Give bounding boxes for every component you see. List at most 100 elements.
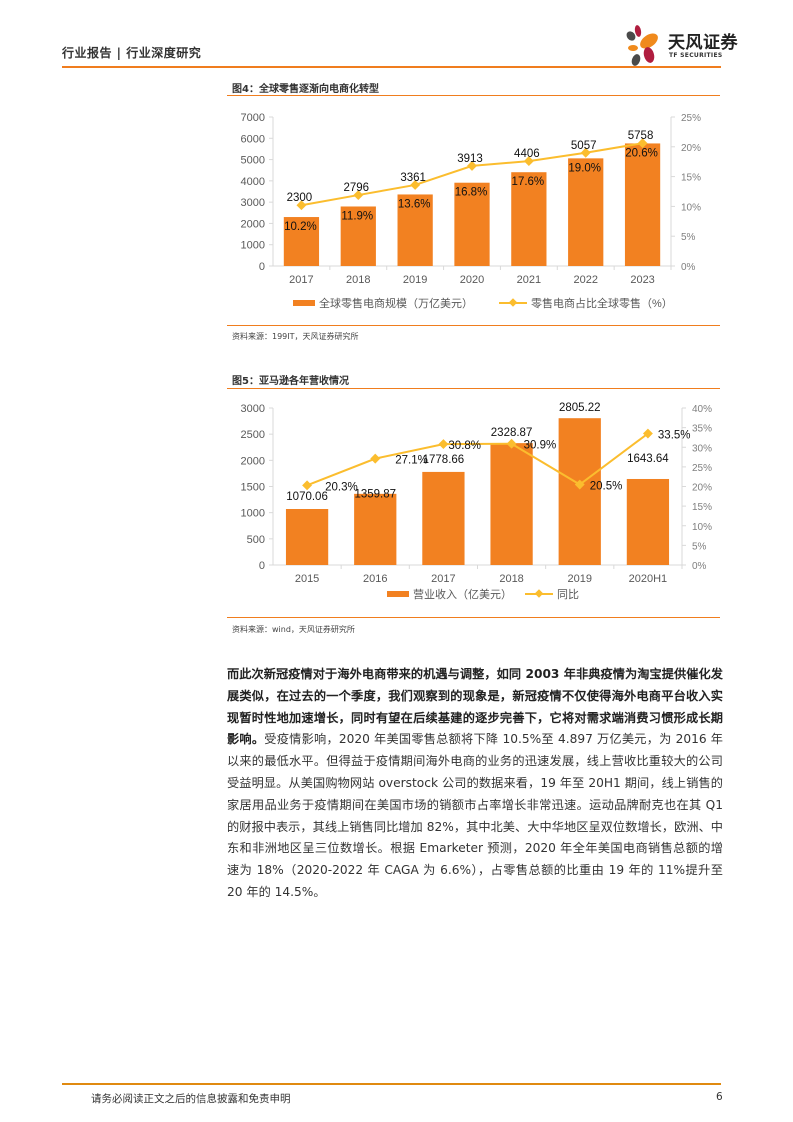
x-tick-label: 2017 <box>431 573 455 585</box>
line-value-label: 30.8% <box>448 440 481 452</box>
header-rule <box>62 66 721 68</box>
legend-line-label: 同比 <box>557 588 579 601</box>
line-value-label: 33.5% <box>658 430 691 442</box>
bar-value-label: 5758 <box>628 130 654 142</box>
line-marker <box>370 453 381 464</box>
figure5-title-rule <box>227 388 720 389</box>
line-value-label: 11.9% <box>341 210 373 222</box>
bar-value-label: 2796 <box>343 182 369 194</box>
line-value-label: 20.5% <box>590 481 623 493</box>
bar <box>285 509 329 565</box>
bar <box>568 158 604 266</box>
line-marker <box>302 480 313 491</box>
right-tick-label: 5% <box>692 541 707 552</box>
line-value-label: 10.2% <box>284 221 317 233</box>
line-marker <box>353 190 364 201</box>
bar-value-label: 1778.66 <box>423 454 465 466</box>
bar-value-label: 2805.22 <box>559 402 601 414</box>
left-tick-label: 3000 <box>241 197 265 209</box>
line-value-label: 30.9% <box>524 440 557 452</box>
x-tick-label: 2019 <box>568 573 592 585</box>
legend-line-label: 零售电商占比全球零售（%） <box>531 296 673 310</box>
line-value-label: 27.1% <box>395 455 428 467</box>
left-tick-label: 2500 <box>241 429 265 441</box>
right-tick-label: 5% <box>681 232 696 243</box>
left-tick-label: 1000 <box>241 508 265 520</box>
figure4-title-rule <box>227 95 720 96</box>
figure4-chart: 0 1000 2000 3000 4000 5000 6000 7000 0% 5% 10% 15% 2… <box>227 100 720 325</box>
x-tick-label: 2023 <box>630 274 654 286</box>
bar <box>490 443 533 565</box>
line-marker <box>296 200 307 211</box>
right-tick-label: 10% <box>692 522 712 533</box>
logo-english-name: TF SECURITIES <box>669 52 723 59</box>
x-tick-label: 2020H1 <box>629 573 668 585</box>
bar-value-label: 2300 <box>287 192 313 204</box>
line-series <box>306 432 649 487</box>
right-tick-label: 20% <box>681 143 701 154</box>
figure4-source-rule <box>227 325 720 326</box>
right-tick-label: 25% <box>681 113 701 124</box>
line-marker <box>580 147 591 158</box>
bar-value-label: 5057 <box>571 140 597 152</box>
left-tick-label: 2000 <box>241 218 265 230</box>
left-tick-label: 1000 <box>241 240 265 252</box>
line-value-label: 20.3% <box>325 481 358 493</box>
bar <box>558 418 601 565</box>
right-tick-label: 35% <box>692 424 712 435</box>
bar-value-label: 3361 <box>400 172 426 184</box>
bar <box>354 493 397 565</box>
line-marker <box>438 439 449 450</box>
right-tick-label: 40% <box>692 404 712 415</box>
figure4-title: 图4：全球零售逐渐向电商化转型 <box>232 84 379 95</box>
x-tick-label: 2019 <box>403 274 427 286</box>
figure5-chart: 0 500 1000 1500 2000 2500 3000 0% 5% 10% 15% 20% 25%… <box>227 393 720 615</box>
bar-value-label: 1070.06 <box>286 491 328 503</box>
left-tick-label: 7000 <box>241 112 265 124</box>
right-tick-label: 20% <box>692 483 712 494</box>
footer-rule <box>62 1083 721 1085</box>
legend-bar-swatch-icon <box>387 591 409 597</box>
body-bold-lead: 而此次新冠疫情对于海外电商带来的机遇与调整，如同 2003 年非典疫情为淘宝提供… <box>227 667 723 747</box>
right-tick-label: 0% <box>692 561 707 572</box>
left-tick-label: 6000 <box>241 133 265 145</box>
left-tick-label: 5000 <box>241 155 265 167</box>
bar <box>454 182 490 266</box>
line-value-label: 20.6% <box>625 147 658 159</box>
bar-value-label: 4406 <box>514 148 540 160</box>
x-tick-label: 2016 <box>363 573 387 585</box>
left-tick-label: 2000 <box>241 455 265 467</box>
right-tick-label: 0% <box>681 262 696 273</box>
right-tick-label: 30% <box>692 443 712 454</box>
bar <box>283 217 320 266</box>
legend-bar-label: 营业收入（亿美元） <box>413 587 512 601</box>
page-number: 6 <box>716 1091 723 1103</box>
line-value-label: 16.8% <box>455 187 488 199</box>
left-tick-label: 1500 <box>241 482 265 494</box>
x-tick-label: 2015 <box>295 573 319 585</box>
bar <box>340 206 376 266</box>
line-value-label: 13.6% <box>398 198 431 210</box>
bar-value-label: 3913 <box>457 153 483 165</box>
bar <box>624 143 661 266</box>
figure4-source: 资料来源：199IT，天风证券研究所 <box>232 332 359 341</box>
line-marker <box>574 479 585 490</box>
line-marker <box>410 179 421 190</box>
figure5-title: 图5：亚马逊各年营收情况 <box>232 376 349 387</box>
legend-bar-label: 全球零售电商规模（万亿美元） <box>319 296 473 310</box>
right-tick-label: 25% <box>692 463 712 474</box>
line-value-label: 19.0% <box>568 162 601 174</box>
footer-disclaimer: 请务必阅读正文之后的信息披露和免责申明 <box>91 1093 291 1105</box>
body-paragraph: 而此次新冠疫情对于海外电商带来的机遇与调整，如同 2003 年非典疫情为淘宝提供… <box>227 664 723 904</box>
x-tick-label: 2018 <box>499 573 523 585</box>
report-category: 行业报告 | 行业深度研究 <box>62 46 202 60</box>
logo-chinese-name: 天风证券 <box>668 33 738 53</box>
bar-value-label: 2328.87 <box>491 427 533 439</box>
chart-svg: 0 1000 2000 3000 4000 5000 6000 7000 0% 5% 10% 15% 2… <box>241 112 702 310</box>
bar <box>397 194 433 266</box>
left-tick-label: 0 <box>259 261 265 273</box>
body-rest: 受疫情影响，2020 年美国零售总额将下降 10.5%至 4.897 万亿美元，… <box>227 732 723 899</box>
left-tick-label: 3000 <box>241 403 265 415</box>
x-tick-label: 2020 <box>460 274 484 286</box>
bar-value-label: 1643.64 <box>627 453 669 465</box>
